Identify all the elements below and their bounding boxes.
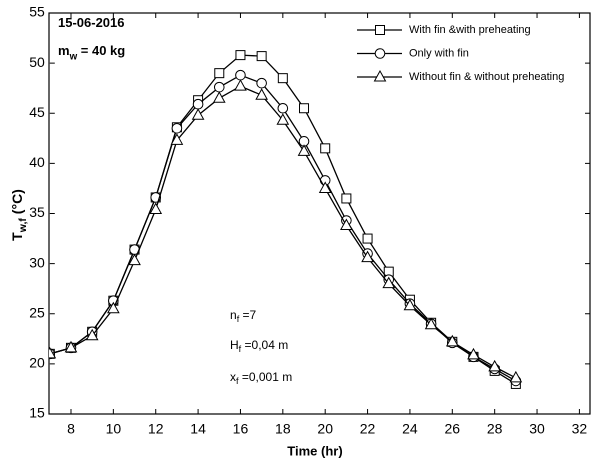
data-point (445, 334, 459, 347)
x-tick-label: 20 (317, 421, 333, 437)
plot-area (49, 50, 523, 389)
annotation: Hf =0,04 m (230, 338, 288, 354)
data-point (256, 51, 267, 62)
y-tick-label: 35 (29, 204, 45, 220)
annotation-sub: w (69, 51, 78, 62)
annotation-main: x (230, 370, 236, 384)
annotation-main: n (230, 308, 237, 322)
data-point (277, 102, 289, 114)
annotation-main: H (230, 338, 239, 352)
y-tick-label: 40 (29, 154, 45, 170)
legend-label: Only with fin (409, 47, 469, 59)
annotation-tail: =0,04 m (241, 338, 288, 352)
annotation-tail: =7 (239, 308, 256, 322)
y-axis-label-sub: w,f (17, 218, 29, 234)
data-point (234, 79, 247, 91)
y-axis-label-tail: (°C) (9, 189, 25, 218)
data-point (214, 68, 225, 79)
data-point (467, 347, 480, 360)
x-tick-label: 12 (148, 421, 164, 437)
y-tick-label: 20 (29, 355, 45, 371)
data-point (509, 370, 523, 383)
annotation-tail: = 40 kg (77, 43, 125, 58)
data-point (276, 113, 290, 125)
x-axis-label: Time (hr) (287, 443, 342, 458)
x-tick-label: 22 (360, 421, 376, 437)
legend-marker (375, 25, 385, 35)
y-axis-label: Tw,f (°C) (9, 189, 29, 241)
data-point (299, 103, 310, 114)
data-point (170, 133, 184, 145)
data-point (362, 233, 373, 244)
data-point (382, 276, 396, 289)
y-tick-label: 15 (29, 405, 45, 421)
legend-marker (373, 69, 387, 82)
data-point (235, 50, 246, 61)
annotation-sub: f (239, 345, 242, 355)
data-point (235, 69, 246, 81)
legend-marker (374, 48, 386, 59)
annotation: xf =0,001 m (230, 370, 292, 386)
annotation-tail: =0,001 m (239, 370, 293, 384)
data-point (213, 81, 225, 93)
x-tick-label: 32 (572, 421, 588, 437)
x-tick-label: 18 (275, 421, 291, 437)
x-tick-label: 26 (445, 421, 461, 437)
series-line (49, 85, 517, 379)
x-tick-label: 28 (487, 421, 503, 437)
annotation: nf =7 (230, 308, 257, 324)
annotation: 15-06-2016 (58, 15, 125, 30)
data-point (107, 301, 120, 314)
y-tick-label: 30 (29, 254, 45, 270)
annotation-sub: f (236, 377, 239, 387)
data-point (149, 202, 163, 214)
data-point (49, 346, 57, 359)
y-tick-label: 25 (29, 304, 45, 320)
x-tick-label: 16 (233, 421, 249, 437)
data-point (212, 91, 226, 103)
data-point (191, 108, 205, 120)
annotation-sub: f (237, 315, 240, 325)
annotation-main: m (58, 43, 70, 58)
data-point (85, 328, 99, 341)
data-point (128, 253, 141, 266)
data-point (488, 359, 502, 372)
data-point (318, 181, 332, 193)
data-point (361, 250, 374, 263)
data-point (341, 193, 352, 204)
data-point (320, 143, 331, 154)
y-tick-label: 45 (29, 104, 45, 120)
y-tick-label: 50 (29, 54, 45, 70)
annotation: mw = 40 kg (58, 43, 125, 62)
legend-label: With fin &with preheating (409, 24, 531, 36)
data-point (256, 77, 267, 89)
data-point (192, 98, 204, 110)
x-tick-label: 10 (106, 421, 122, 437)
x-tick-label: 30 (529, 421, 545, 437)
data-point (424, 317, 438, 330)
x-tick-label: 14 (190, 421, 206, 437)
data-point (403, 298, 417, 311)
annotation-main: 15-06-2016 (58, 15, 125, 30)
legend-label: Without fin & without preheating (409, 71, 564, 83)
data-point (255, 88, 268, 100)
x-tick-label: 8 (67, 421, 75, 437)
y-tick-label: 55 (29, 4, 45, 20)
data-point (171, 122, 183, 134)
data-point (277, 73, 288, 84)
data-point (64, 340, 78, 353)
x-tick-label: 24 (402, 421, 418, 437)
y-axis-label-main: T (9, 232, 25, 241)
data-point (297, 144, 311, 156)
data-point (340, 218, 353, 231)
